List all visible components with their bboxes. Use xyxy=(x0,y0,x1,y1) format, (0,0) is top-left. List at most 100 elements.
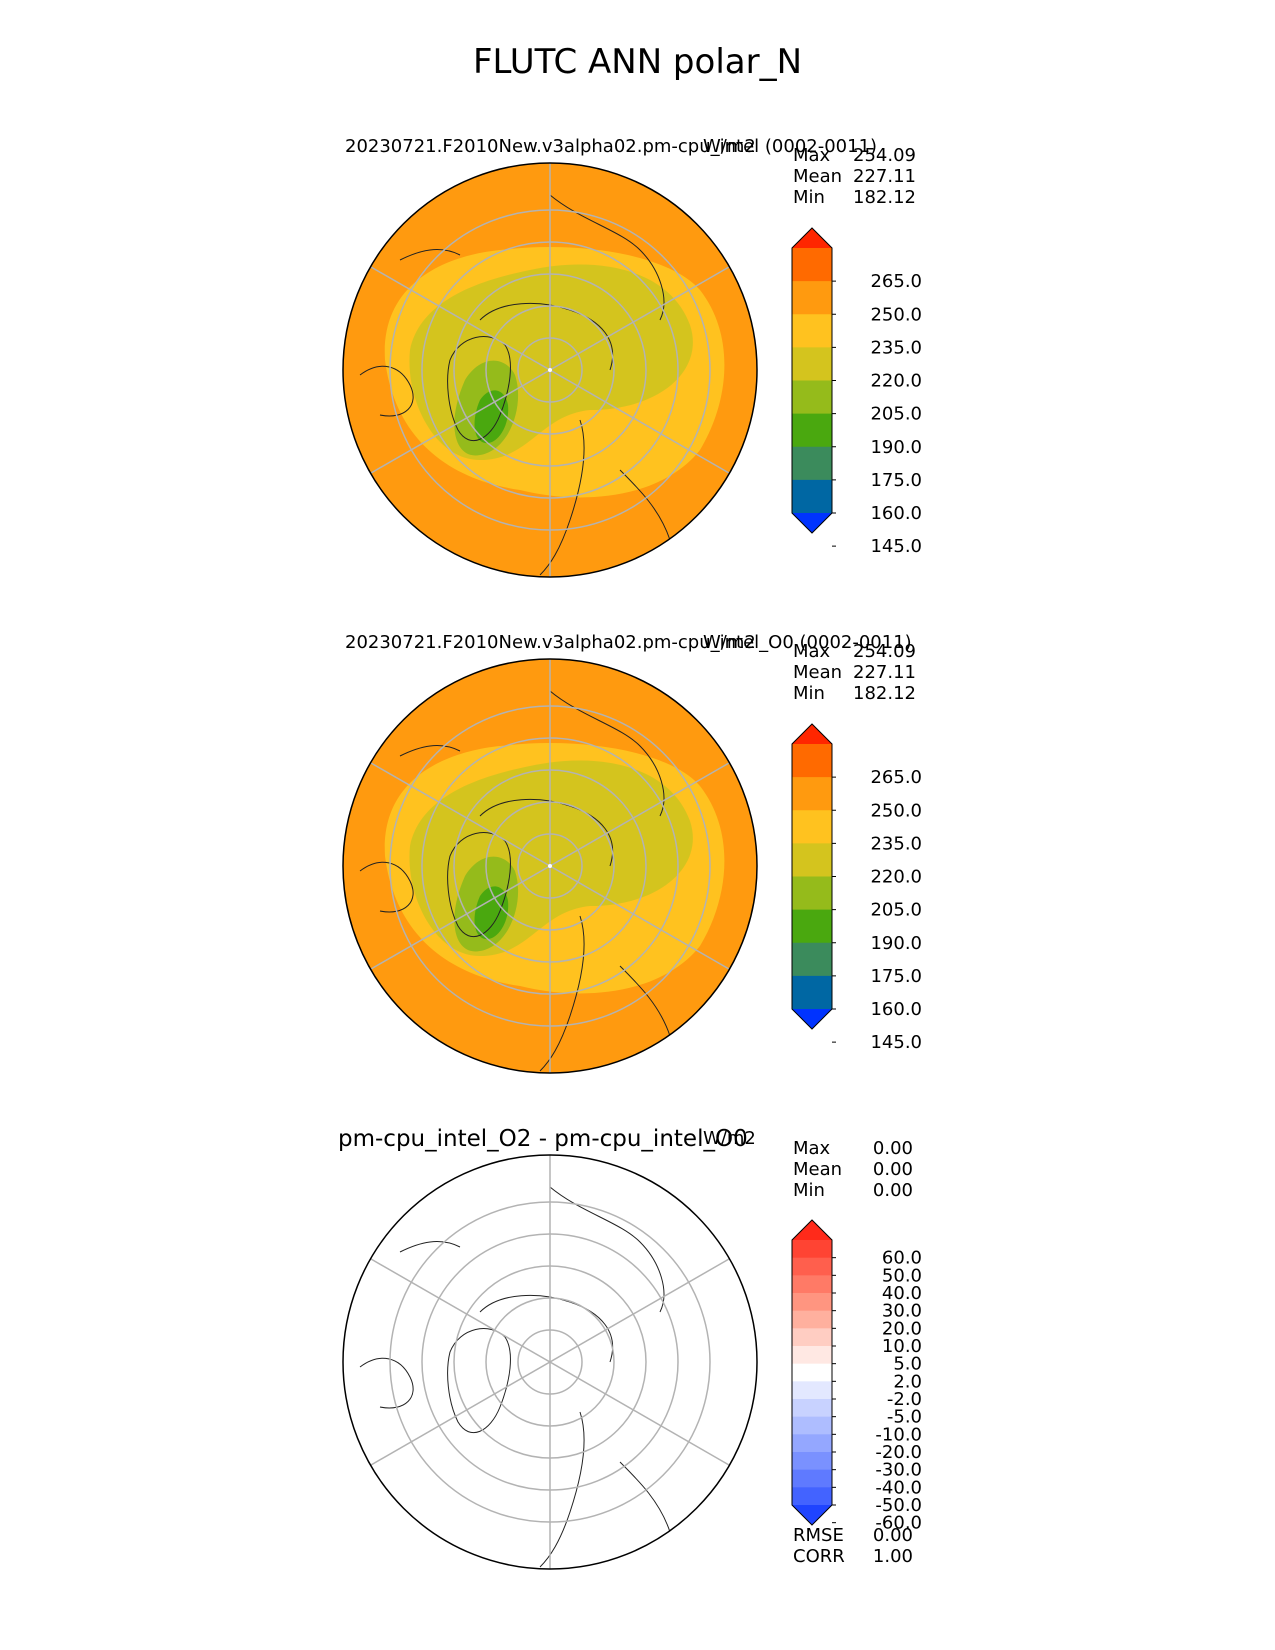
stat-label: Mean xyxy=(793,1159,843,1180)
map-boundary xyxy=(342,162,758,578)
colorbar-tick-label: 2.0 xyxy=(893,1371,922,1392)
stat-label: Max xyxy=(793,1138,831,1159)
colorbar-segment xyxy=(792,975,832,1010)
colorbar-segment xyxy=(792,413,832,448)
colorbar: 265.0 250.0 235.0 220.0 205.0 190.0 175.0 160.0… xyxy=(791,227,922,557)
colorbar-segment xyxy=(792,248,832,282)
colorbar-tick-label: 20.0 xyxy=(882,1318,922,1339)
stats-block: Max 0.00 Mean 0.00 Min 0.00 xyxy=(793,1138,913,1201)
colorbar-tick-label: -10.0 xyxy=(875,1424,922,1445)
units-label: W/m2 xyxy=(703,632,756,653)
map-boundary xyxy=(342,1154,758,1570)
stat-value: 182.12 xyxy=(853,683,916,704)
colorbar-segment xyxy=(792,1469,832,1488)
colorbar-tick-label: 60.0 xyxy=(882,1248,922,1269)
colorbar-extension-max xyxy=(792,724,832,744)
colorbar-tick-label: 10.0 xyxy=(882,1336,922,1357)
stat-label: Min xyxy=(793,683,825,704)
colorbar-tick-label: 50.0 xyxy=(882,1265,922,1286)
stat-label: Mean xyxy=(793,662,843,683)
units-label: W/m2 xyxy=(703,136,756,157)
units-label: W/m2 xyxy=(703,1128,756,1149)
colorbar-tick-label: 265.0 xyxy=(870,767,922,788)
metric-label: RMSE xyxy=(793,1525,844,1546)
colorbar-tick-label: 205.0 xyxy=(870,404,922,425)
colorbar: 60.050.040.030.020.010.05.02.0-2.0-5.0-1… xyxy=(791,1219,922,1534)
colorbar-segment xyxy=(792,1381,832,1400)
metrics-block: RMSE 0.00 CORR 1.00 xyxy=(793,1525,913,1567)
colorbar-segment xyxy=(792,380,832,415)
colorbar-tick-label: -30.0 xyxy=(875,1460,922,1481)
colorbar-segment xyxy=(792,843,832,877)
colorbar-tick-label: -40.0 xyxy=(875,1477,922,1498)
colorbar-extension-max xyxy=(792,228,832,248)
stat-value: 254.09 xyxy=(853,641,916,662)
colorbar-extension-min xyxy=(792,1505,832,1525)
metric-value: 0.00 xyxy=(872,1525,913,1546)
stat-value: 0.00 xyxy=(872,1138,913,1159)
stat-label: Min xyxy=(793,187,825,208)
colorbar-segment xyxy=(792,909,832,944)
colorbar-tick-label: 235.0 xyxy=(870,337,922,358)
colorbar-tick-label: 30.0 xyxy=(882,1301,922,1322)
pole-marker xyxy=(548,864,552,868)
colorbar-segment xyxy=(792,1328,832,1347)
colorbar-tick-label: 175.0 xyxy=(870,966,922,987)
field-band-175 xyxy=(474,390,509,444)
coastlines xyxy=(359,1186,671,1568)
colorbar-segment xyxy=(792,810,832,844)
colorbar-tick-label: -2.0 xyxy=(887,1389,922,1410)
colorbar-segment xyxy=(792,1416,832,1435)
colorbar-tick-label: 145.0 xyxy=(870,1032,922,1053)
colorbar-tick-label: 40.0 xyxy=(882,1283,922,1304)
polar-map xyxy=(342,658,758,1074)
colorbar-tick-label: 160.0 xyxy=(870,503,922,524)
colorbar-tick-label: -5.0 xyxy=(887,1407,922,1428)
polar-map xyxy=(342,1154,758,1570)
colorbar-segment xyxy=(792,347,832,381)
colorbar-tick-label: 190.0 xyxy=(870,933,922,954)
graticule xyxy=(370,1155,730,1569)
colorbar-segment xyxy=(792,1240,832,1259)
colorbar-segment xyxy=(792,744,832,778)
colorbar-segment xyxy=(792,1399,832,1418)
colorbar-segment xyxy=(792,314,832,348)
stats-block: Max 254.09 Mean 227.11 Min 182.12 xyxy=(793,641,916,704)
colorbar-segment xyxy=(792,1310,832,1329)
colorbar-segment xyxy=(792,446,832,481)
colorbar-tick-label: 205.0 xyxy=(870,900,922,921)
colorbar-segment xyxy=(792,1275,832,1294)
colorbar-tick-label: 265.0 xyxy=(870,271,922,292)
stat-value: 0.00 xyxy=(872,1159,913,1180)
colorbar-tick-label: 145.0 xyxy=(870,536,922,557)
colorbar-tick-label: 160.0 xyxy=(870,999,922,1020)
colorbar-segment xyxy=(792,1346,832,1365)
colorbar-segment xyxy=(792,1363,832,1382)
colorbar-segment xyxy=(792,1487,832,1506)
map-boundary xyxy=(342,658,758,1074)
colorbar-tick-label: 220.0 xyxy=(870,371,922,392)
colorbar-tick-label: 175.0 xyxy=(870,470,922,491)
stat-value: 182.12 xyxy=(853,187,916,208)
stat-value: 0.00 xyxy=(872,1180,913,1201)
colorbar-segment xyxy=(792,1257,832,1276)
panel-title: 20230721.F2010New.v3alpha02.pm-cpu_intel… xyxy=(345,632,912,653)
panel-title: pm-cpu_intel_O2 - pm-cpu_intel_O0 xyxy=(338,1126,748,1152)
stat-label: Mean xyxy=(793,166,843,187)
colorbar-segment xyxy=(792,942,832,977)
colorbar-tick-label: -50.0 xyxy=(875,1495,922,1516)
colorbar-tick-label: 250.0 xyxy=(870,304,922,325)
stat-label: Max xyxy=(793,145,831,166)
metric-label: CORR xyxy=(793,1546,845,1567)
polar-map xyxy=(342,162,758,578)
colorbar-tick-label: 235.0 xyxy=(870,833,922,854)
colorbar-segment xyxy=(792,1434,832,1453)
colorbar-segment xyxy=(792,281,832,315)
colorbar-segment xyxy=(792,1452,832,1471)
stat-value: 227.11 xyxy=(853,166,916,187)
colorbar-tick-label: 220.0 xyxy=(870,867,922,888)
colorbar-segment xyxy=(792,479,832,514)
metric-value: 1.00 xyxy=(872,1546,913,1567)
colorbar-extension-min xyxy=(792,513,832,533)
pole-marker xyxy=(548,368,552,372)
